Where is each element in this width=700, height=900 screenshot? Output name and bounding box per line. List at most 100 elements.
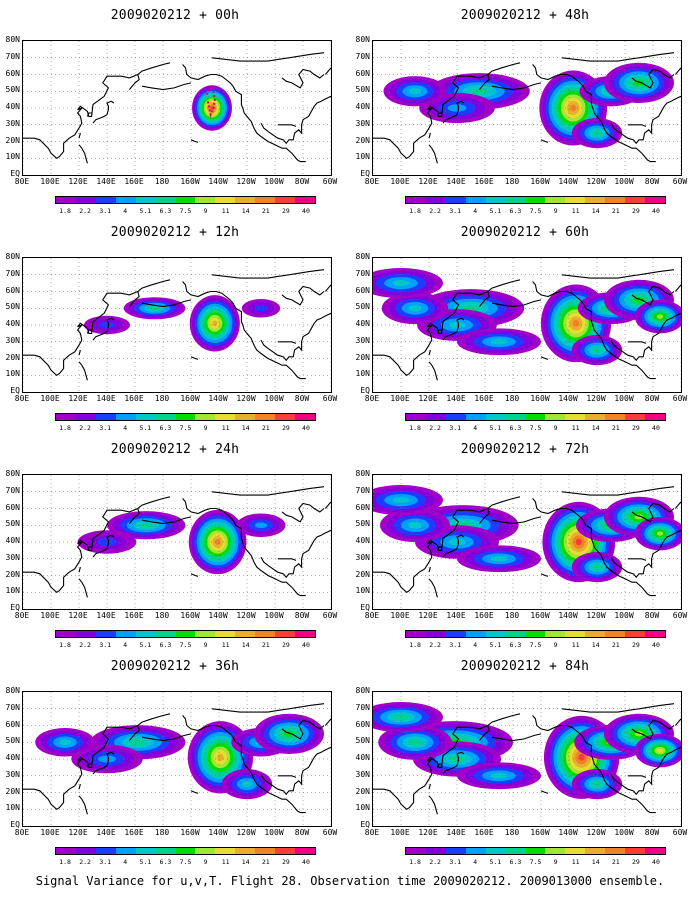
colorbar-swatch xyxy=(215,631,236,637)
colorbar-swatch xyxy=(545,848,566,854)
map-plot-area xyxy=(372,257,682,393)
lon-tick-label: 100W xyxy=(264,611,284,620)
coastline xyxy=(478,508,490,524)
lon-tick-label: 160W xyxy=(180,611,200,620)
colorbar-level-label: 2.2 xyxy=(429,858,441,866)
lat-tick-label: 30N xyxy=(5,335,20,345)
map-plot-area xyxy=(372,40,682,176)
coastline xyxy=(442,751,465,775)
coastline xyxy=(436,329,442,334)
coastline xyxy=(428,361,438,381)
colorbar-swatch xyxy=(155,414,176,420)
colorbar-swatch xyxy=(115,631,136,637)
lat-tick-label: 60N xyxy=(5,285,20,295)
colorbar-swatch xyxy=(75,848,96,854)
colorbar-level-label: 40 xyxy=(302,858,310,866)
lon-tick-label: 100E xyxy=(40,611,60,620)
signal-contour xyxy=(471,88,488,95)
colorbar-swatch xyxy=(75,414,96,420)
lat-tick-label: 60N xyxy=(355,502,370,512)
coastline xyxy=(23,496,171,593)
colorbar-swatch xyxy=(645,848,665,854)
colorbar-swatch xyxy=(406,848,426,854)
colorbar-level-label: 21 xyxy=(261,207,270,215)
colorbar-swatch xyxy=(215,197,236,203)
colorbar-level-label: 14 xyxy=(241,424,250,432)
colorbar-swatch xyxy=(465,631,486,637)
colorbar-level-label: 6.3 xyxy=(509,207,522,215)
colorbar-swatch xyxy=(95,848,116,854)
colorbar-swatch xyxy=(135,848,156,854)
colorbar-labels: 1.8 2.2 3.1 4 5.1 6.3 7.5 9 11 14 21 29 40 xyxy=(55,208,316,216)
coastline xyxy=(627,775,647,778)
colorbar-swatch xyxy=(585,631,606,637)
lon-tick-label: 160W xyxy=(530,828,550,837)
colorbar-level-label: 9 xyxy=(203,424,208,432)
colorbar-level-label: 3.1 xyxy=(449,424,462,432)
coastline xyxy=(631,285,675,306)
colorbar-level-label: 1.8 xyxy=(59,424,71,432)
colorbar-swatch xyxy=(565,197,586,203)
colorbar-level-label: 3.1 xyxy=(99,641,112,649)
colorbar-level-label: 2.2 xyxy=(429,424,441,432)
coastline xyxy=(428,795,438,815)
map-panel: 2009020212 + 12h 80N 70N 60N 50N 40N 30N 20N 10N… xyxy=(0,217,350,442)
map-plot-area xyxy=(372,691,682,827)
map-panel: 2009020212 + 36h 80N 70N 60N 50N 40N 30N 20N 10N… xyxy=(0,651,350,876)
lat-tick-label: 50N xyxy=(355,85,370,95)
lat-tick-label: 50N xyxy=(355,302,370,312)
colorbar-swatch xyxy=(75,197,96,203)
coastline xyxy=(281,285,325,306)
signal-contour xyxy=(408,521,422,529)
lon-tick-label: 80W xyxy=(294,394,310,403)
lon-tick-label: 80E xyxy=(364,394,380,403)
coastline xyxy=(491,299,542,308)
lat-tick-label: EQ xyxy=(10,820,20,829)
map-panel: 2009020212 + 00h 80N 70N 60N 50N 40N 30N 20N 10N… xyxy=(0,0,350,225)
lat-tick-label: 80N xyxy=(355,469,370,478)
panel-title: 2009020212 + 36h xyxy=(110,659,240,674)
colorbar-level-label: 40 xyxy=(652,641,660,649)
lon-tick-label: 140W xyxy=(558,828,578,837)
lon-tick-label: 100W xyxy=(614,828,634,837)
colorbar-swatch xyxy=(155,197,176,203)
colorbar-swatch xyxy=(115,414,136,420)
lat-tick-label: 70N xyxy=(355,485,370,495)
signal-contour xyxy=(656,314,664,319)
lon-tick-label: 80W xyxy=(644,177,660,186)
colorbar-level-label: 3.1 xyxy=(99,207,112,215)
coastline xyxy=(92,317,115,341)
lon-tick-label: 160E xyxy=(124,828,144,837)
colorbar-swatch xyxy=(56,197,76,203)
coastline xyxy=(478,74,490,90)
coastline xyxy=(540,573,549,577)
colorbar-labels: 1.8 2.2 3.1 4 5.1 6.3 7.5 9 11 14 21 29 40 xyxy=(405,642,666,650)
coastline xyxy=(442,534,465,558)
coastline xyxy=(260,95,331,145)
figure-caption: Signal Variance for u,v,T. Flight 28. Ob… xyxy=(35,874,665,888)
lat-tick-label: 80N xyxy=(355,686,370,695)
signal-contour xyxy=(490,773,508,779)
colorbar-level-label: 29 xyxy=(281,858,290,866)
coastline xyxy=(627,124,647,127)
coastline xyxy=(631,68,675,89)
coastline xyxy=(141,299,192,308)
lon-tick-label: 180 xyxy=(154,828,170,837)
panel-title: 2009020212 + 84h xyxy=(460,659,590,674)
colorbar-level-label: 1.8 xyxy=(409,207,421,215)
colorbar-level-label: 4 xyxy=(123,424,128,432)
colorbar-swatch xyxy=(56,631,76,637)
lon-tick-label: 120W xyxy=(236,177,256,186)
colorbar-level-label: 21 xyxy=(261,424,270,432)
lon-tick-label: 80E xyxy=(14,828,30,837)
colorbar-swatch xyxy=(235,848,256,854)
coastline xyxy=(92,751,115,775)
colorbar-level-label: 1.8 xyxy=(409,858,421,866)
lat-tick-label: 80N xyxy=(5,252,20,261)
colorbar-level-label: 2.2 xyxy=(79,207,91,215)
coastline xyxy=(128,508,140,524)
lon-axis: 80E 100E 120E 140E 160E 180 160W 140W 120W 100W 80… xyxy=(0,178,350,188)
colorbar-swatch xyxy=(505,414,526,420)
coastline xyxy=(141,82,192,91)
colorbar-level-label: 6.3 xyxy=(159,858,172,866)
